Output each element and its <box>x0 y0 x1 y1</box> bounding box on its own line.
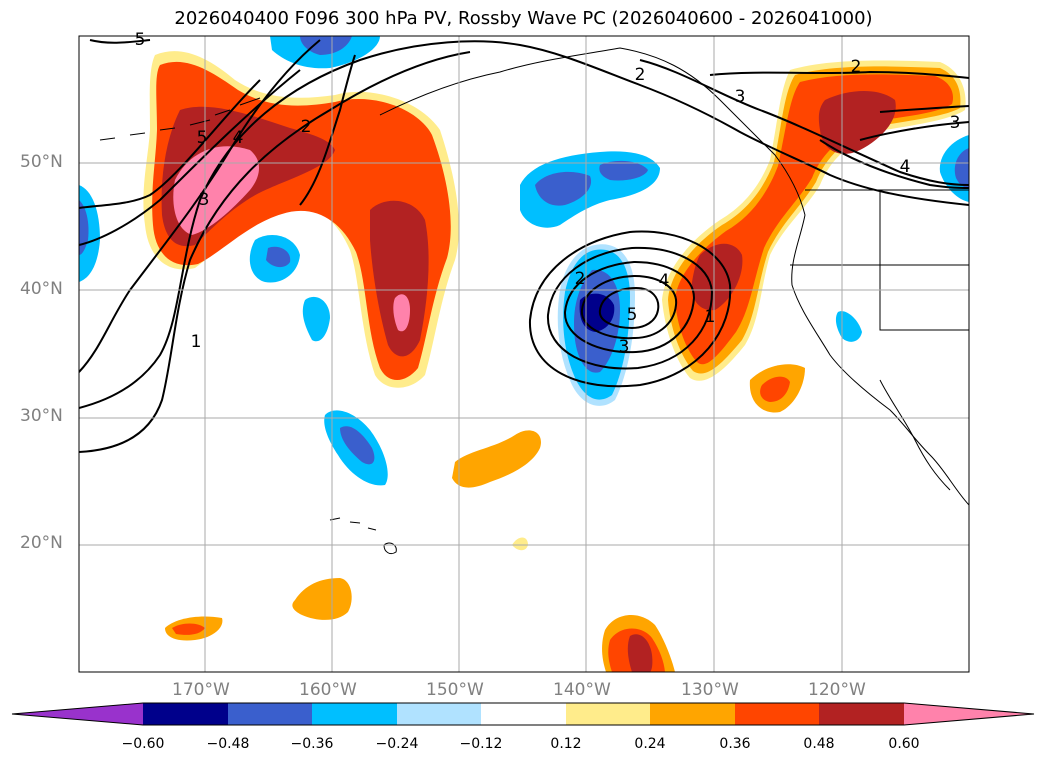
pv-contour <box>79 39 321 373</box>
colorbar <box>11 702 1035 726</box>
anomaly-negative-small <box>835 311 862 342</box>
colorbar-tick-label: 0.60 <box>888 736 920 752</box>
aleutian-islands <box>99 97 261 141</box>
pv-contour <box>859 121 969 141</box>
anomaly-negative-small <box>300 36 352 55</box>
border-states <box>790 190 969 331</box>
colorbar-swatch <box>650 703 735 725</box>
colorbar-outline <box>11 702 1035 726</box>
lon-label-120w: 120°W <box>808 680 866 700</box>
colorbar-tick-label: 0.24 <box>634 736 666 752</box>
colorbar-tick-label: 0.12 <box>550 736 582 752</box>
anomaly-positive-nw <box>173 146 259 235</box>
colorbar-swatch <box>228 703 312 725</box>
pv-contour <box>563 260 696 354</box>
lon-label-150w: 150°W <box>426 680 484 700</box>
lat-label-30n: 30°N <box>20 406 63 426</box>
colorbar-tick-label: 0.48 <box>803 736 835 752</box>
contour-label: 2 <box>851 57 862 77</box>
anomaly-positive-small <box>512 537 528 551</box>
coastline-baja <box>879 379 951 491</box>
anomaly-positive-small <box>452 430 541 488</box>
colorbar-tick-label: −0.36 <box>290 736 334 752</box>
lon-label-130w: 130°W <box>681 680 739 700</box>
contour-labels: 5 4 3 2 1 2 3 4 5 3 2 1 2 3 5 4 <box>135 30 961 357</box>
colorbar-swatch <box>312 703 397 725</box>
anomaly-positive-small <box>172 623 205 635</box>
coastlines <box>99 47 969 555</box>
map-frame <box>78 35 970 673</box>
colorbar-swatch <box>397 703 481 725</box>
contour-label: 4 <box>659 271 670 291</box>
pv-contour <box>299 54 356 206</box>
colorbar-tick-label: −0.12 <box>459 736 503 752</box>
anomaly-negative-small <box>266 246 291 268</box>
contour-label: 2 <box>575 269 586 289</box>
contour-label: 4 <box>900 157 911 177</box>
coastline-alaska <box>379 47 806 216</box>
contour-label: 3 <box>950 113 961 133</box>
lat-label-40n: 40°N <box>20 279 63 299</box>
contour-label: 5 <box>135 30 146 50</box>
contour-label: 4 <box>233 128 244 148</box>
anomaly-positive-nw <box>370 200 429 357</box>
anomaly-negative-north <box>599 160 648 181</box>
colorbar-swatch <box>819 703 904 725</box>
colorbar-swatch <box>481 703 566 725</box>
contour-label: 5 <box>627 305 638 325</box>
contour-label: 3 <box>735 87 746 107</box>
anomaly-positive-small <box>292 578 352 620</box>
anomaly-negative-small <box>954 148 969 188</box>
pv-contour <box>79 40 969 409</box>
pv-contour <box>709 70 969 79</box>
hawaii-islands <box>329 517 397 555</box>
lat-label-50n: 50°N <box>20 152 63 172</box>
contour-label: 3 <box>619 337 630 357</box>
pv-contour <box>79 69 301 246</box>
colorbar-tick-label: −0.24 <box>375 736 419 752</box>
lon-label-140w: 140°W <box>553 680 611 700</box>
pv-contour <box>79 79 261 209</box>
lat-label-20n: 20°N <box>20 533 63 553</box>
colorbar-tick-label: −0.60 <box>121 736 165 752</box>
pv-contour <box>546 246 714 370</box>
anomaly-positive-small <box>760 376 790 402</box>
shaded-pv-anomalies <box>79 36 969 672</box>
colorbar-tick-label: 0.36 <box>719 736 751 752</box>
anomaly-positive-coast <box>675 74 954 365</box>
colorbar-extend-low <box>12 703 143 725</box>
pv-contour <box>580 274 678 340</box>
contour-label: 2 <box>635 65 646 85</box>
lon-label-160w: 160°W <box>299 680 357 700</box>
coastline-west-us <box>791 214 969 506</box>
anomaly-positive-coast <box>818 91 896 154</box>
colorbar-swatch <box>143 703 228 725</box>
colorbar-extend-high <box>904 703 1034 725</box>
map-title: 2026040400 F096 300 hPa PV, Rossby Wave … <box>174 8 873 29</box>
pv-contour <box>819 139 969 189</box>
colorbar-swatch <box>566 703 650 725</box>
contour-label: 1 <box>191 332 202 352</box>
anomaly-positive-small <box>627 634 653 672</box>
colorbar-tick-label: −0.48 <box>206 736 250 752</box>
anomaly-positive-nw <box>393 294 410 332</box>
contour-label: 5 <box>197 128 208 148</box>
anomaly-negative-north <box>535 171 592 206</box>
contour-label: 3 <box>199 190 210 210</box>
pv-contour <box>879 105 969 113</box>
graticule <box>79 36 969 672</box>
lon-label-170w: 170°W <box>172 680 230 700</box>
pv-contour <box>639 59 969 186</box>
pv-contour <box>89 39 151 44</box>
colorbar-swatch <box>735 703 819 725</box>
anomaly-negative-small <box>302 296 330 342</box>
anomaly-negative-small <box>79 200 89 255</box>
contour-label: 2 <box>301 117 312 137</box>
contour-label: 1 <box>705 307 716 327</box>
anomaly-negative-small <box>340 426 375 465</box>
